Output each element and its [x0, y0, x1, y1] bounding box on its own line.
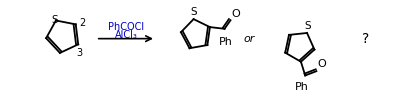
Text: S: S [190, 7, 197, 17]
Text: 3: 3 [76, 48, 82, 58]
Text: PhCOCl: PhCOCl [108, 22, 144, 32]
Text: S: S [52, 15, 58, 25]
Text: AlCl₃: AlCl₃ [114, 30, 137, 40]
Text: S: S [305, 21, 311, 31]
Text: 2: 2 [79, 18, 85, 29]
Text: O: O [317, 59, 326, 69]
Text: O: O [231, 8, 240, 18]
Text: ?: ? [362, 32, 369, 46]
Text: Ph: Ph [295, 82, 309, 92]
Text: Ph: Ph [219, 37, 233, 47]
Text: or: or [244, 34, 255, 44]
